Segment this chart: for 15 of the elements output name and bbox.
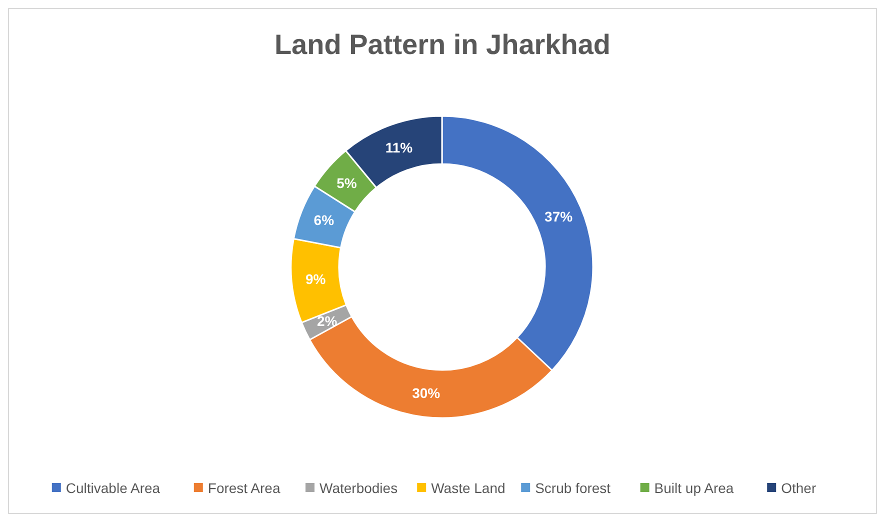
data-label: 9%	[305, 270, 326, 287]
data-label: 30%	[412, 385, 441, 401]
legend-label: Scrub forest	[535, 480, 611, 496]
legend-label: Waste Land	[431, 480, 506, 496]
data-label: 2%	[316, 313, 338, 330]
legend-label: Built up Area	[654, 480, 734, 496]
legend-label: Forest Area	[208, 480, 280, 496]
data-label: 11%	[385, 140, 414, 156]
data-label: 37%	[544, 208, 574, 225]
data-label: 6%	[314, 212, 335, 228]
legend-label: Cultivable Area	[66, 480, 160, 496]
legend-label: Waterbodies	[320, 480, 398, 496]
legend-label: Other	[781, 480, 816, 496]
data-label: 5%	[336, 175, 358, 192]
chart-title: Land Pattern in Jharkhad	[274, 29, 611, 60]
